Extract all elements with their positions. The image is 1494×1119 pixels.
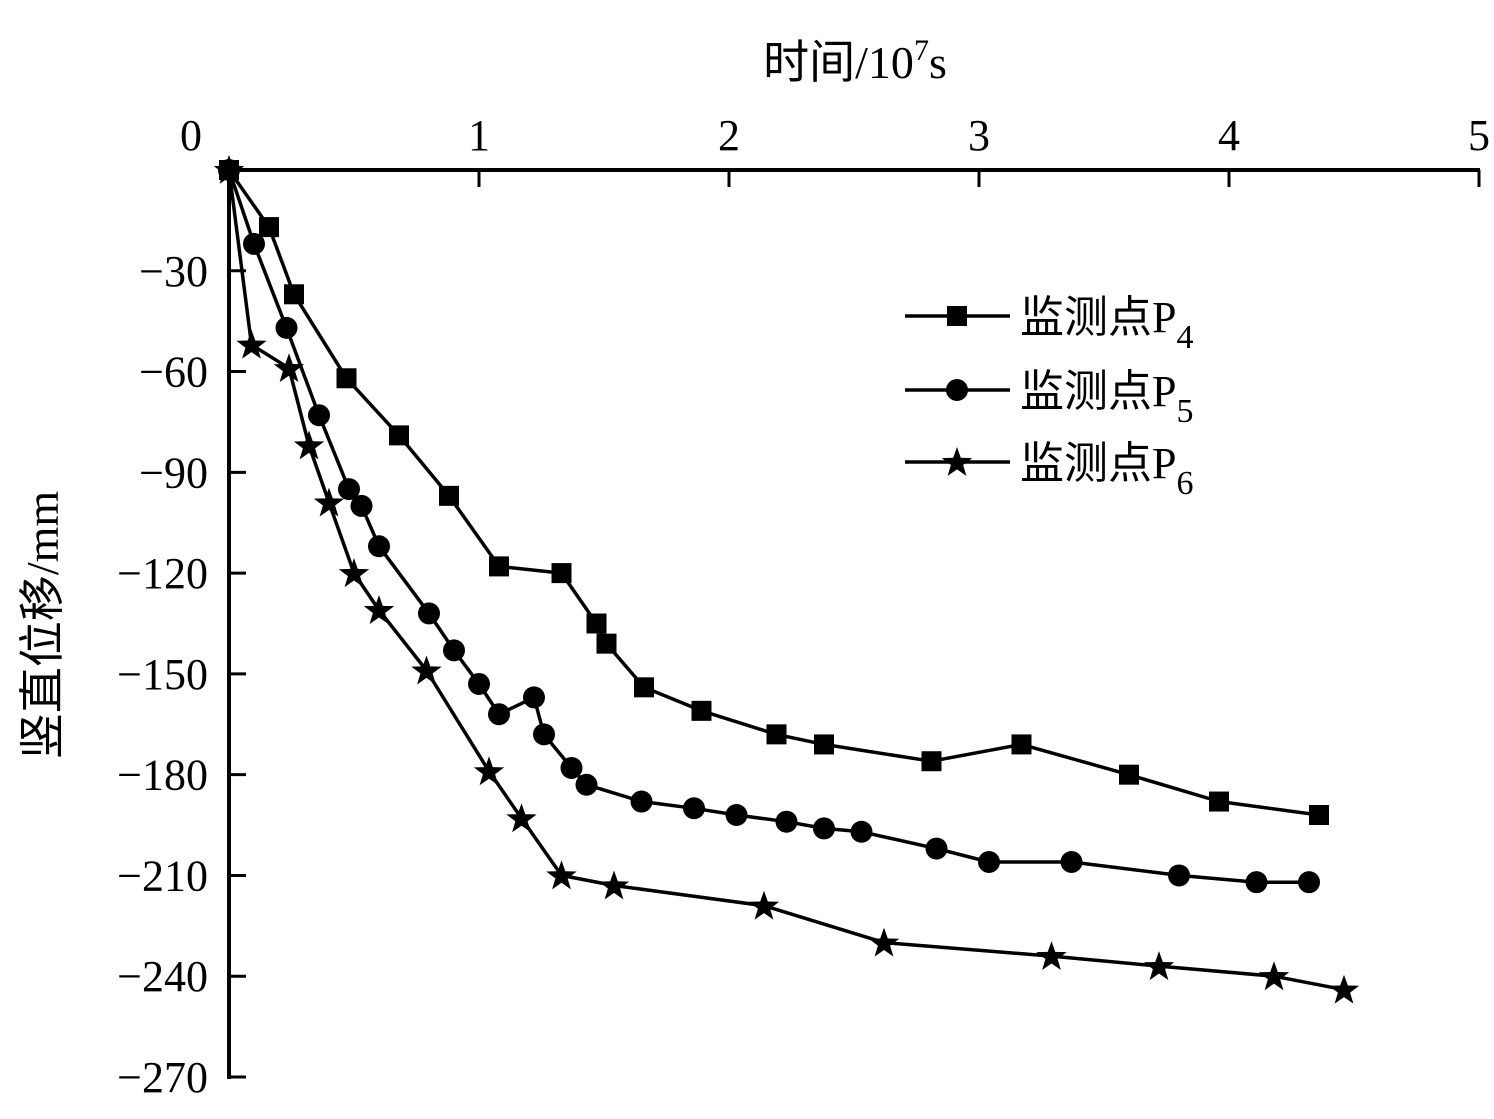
square-marker bbox=[439, 485, 459, 506]
circle-marker bbox=[1060, 851, 1083, 874]
star-marker bbox=[1258, 961, 1290, 991]
legend-item: 监测点P6 bbox=[905, 439, 1193, 502]
circle-marker bbox=[850, 820, 873, 843]
star-marker bbox=[411, 655, 442, 685]
circle-marker bbox=[775, 810, 798, 833]
x-tick-label: 4 bbox=[1218, 111, 1240, 160]
plot-area bbox=[213, 155, 1360, 1004]
legend-label: 监测点P6 bbox=[1020, 439, 1193, 502]
legend-square-icon bbox=[947, 306, 967, 326]
star-marker bbox=[1143, 951, 1175, 981]
legend-star-icon bbox=[941, 447, 973, 476]
square-marker bbox=[814, 734, 834, 755]
legend-label: 监测点P5 bbox=[1020, 367, 1193, 430]
circle-marker bbox=[1298, 871, 1320, 894]
star-marker bbox=[313, 487, 345, 517]
square-marker bbox=[336, 368, 357, 389]
legend-circle-icon bbox=[946, 379, 968, 401]
y-axis-title: 竖直位移/mm bbox=[17, 491, 68, 760]
star-marker bbox=[338, 558, 370, 588]
circle-marker bbox=[925, 837, 948, 860]
y-tick-label: −120 bbox=[117, 549, 208, 598]
star-marker bbox=[213, 155, 245, 184]
square-marker bbox=[1119, 764, 1139, 785]
circle-marker bbox=[725, 803, 748, 826]
star-marker bbox=[1036, 941, 1067, 970]
square-marker bbox=[586, 613, 607, 634]
axes: 0 1 2 3 4 5 −30 −60 −90 −120 −150 −180 −210 −240 −270 bbox=[117, 111, 1490, 1102]
circle-marker bbox=[575, 773, 598, 796]
legend: 监测点P4 监测点P5 监测点P6 bbox=[905, 293, 1193, 502]
star-marker bbox=[748, 890, 780, 920]
square-marker bbox=[551, 563, 572, 584]
star-marker bbox=[293, 430, 325, 460]
series-监测点P6 bbox=[213, 155, 1360, 1004]
square-marker bbox=[1309, 804, 1329, 825]
square-marker bbox=[1011, 734, 1032, 755]
square-marker bbox=[766, 724, 787, 745]
square-marker bbox=[921, 751, 942, 772]
x-tick-label: 2 bbox=[718, 111, 740, 160]
square-marker bbox=[634, 677, 654, 698]
star-marker bbox=[546, 860, 577, 890]
circle-marker bbox=[488, 703, 510, 726]
square-marker bbox=[1209, 791, 1229, 812]
square-marker bbox=[489, 556, 509, 577]
star-marker bbox=[868, 927, 900, 957]
circle-marker bbox=[560, 756, 583, 779]
series-监测点P4 bbox=[219, 160, 1329, 825]
y-tick-label: −240 bbox=[117, 952, 208, 1001]
star-marker bbox=[236, 329, 267, 359]
square-marker bbox=[259, 217, 279, 238]
circle-marker bbox=[533, 723, 555, 746]
legend-label: 监测点P4 bbox=[1020, 293, 1193, 356]
star-marker bbox=[598, 870, 630, 900]
circle-marker bbox=[418, 602, 440, 625]
circle-marker bbox=[275, 316, 298, 339]
circle-marker bbox=[243, 232, 265, 255]
circle-marker bbox=[683, 797, 705, 820]
x-tick-label: 1 bbox=[468, 111, 490, 160]
y-tick-label: −30 bbox=[139, 247, 208, 296]
y-tick-label: −210 bbox=[117, 851, 208, 900]
legend-item: 监测点P4 bbox=[905, 293, 1193, 356]
y-tick-label: −90 bbox=[139, 448, 208, 497]
x-tick-label: 0 bbox=[180, 111, 202, 160]
circle-marker bbox=[308, 404, 330, 427]
square-marker bbox=[284, 284, 304, 305]
series-line bbox=[227, 169, 1345, 992]
circle-marker bbox=[350, 494, 373, 517]
y-tick-label: −150 bbox=[117, 650, 208, 699]
circle-marker bbox=[813, 817, 835, 840]
circle-marker bbox=[468, 672, 490, 695]
y-tick-label: −60 bbox=[139, 348, 208, 397]
star-marker bbox=[473, 756, 505, 786]
circle-marker bbox=[368, 535, 390, 558]
x-axis-title: 时间/107s bbox=[763, 34, 947, 88]
y-tick-label: −180 bbox=[117, 751, 208, 800]
star-marker bbox=[1328, 974, 1360, 1004]
star-marker bbox=[506, 803, 537, 833]
square-marker bbox=[389, 425, 409, 446]
circle-marker bbox=[630, 790, 653, 813]
circle-marker bbox=[523, 686, 545, 709]
x-tick-label: 3 bbox=[968, 111, 990, 160]
circle-marker bbox=[338, 478, 360, 501]
series-line bbox=[227, 168, 1320, 817]
x-tick-label: 5 bbox=[1468, 111, 1490, 160]
circle-marker bbox=[978, 851, 1000, 874]
star-marker bbox=[273, 353, 305, 383]
legend-item: 监测点P5 bbox=[905, 367, 1193, 430]
square-marker bbox=[596, 633, 617, 654]
square-marker bbox=[691, 700, 712, 721]
circle-marker bbox=[1245, 871, 1268, 894]
circle-marker bbox=[1168, 864, 1190, 887]
star-marker bbox=[363, 595, 395, 624]
y-tick-label: −270 bbox=[117, 1053, 208, 1102]
series-line bbox=[227, 169, 1309, 884]
circle-marker bbox=[443, 639, 465, 662]
series-监测点P5 bbox=[218, 159, 1320, 894]
